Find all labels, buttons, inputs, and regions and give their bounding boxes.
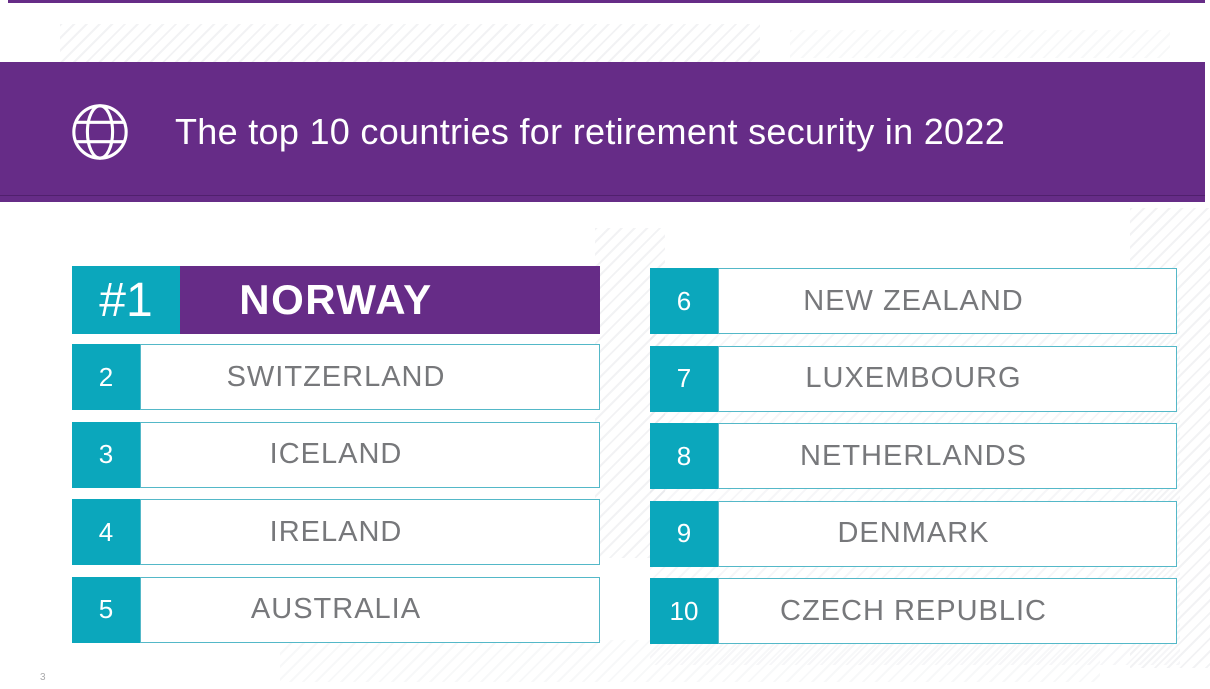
country-label: NETHERLANDS xyxy=(800,439,1027,472)
rankings-column-2: 6 NEW ZEALAND 7 LUXEMBOURG 8 NETHERLANDS… xyxy=(650,268,1177,656)
rankings-column-1: #1 NORWAY 2 SWITZERLAND 3 ICELAND 4 IREL… xyxy=(72,266,600,656)
country-label: DENMARK xyxy=(837,517,990,549)
background-hatch-texture xyxy=(60,24,760,62)
rank-badge: 4 xyxy=(72,499,140,565)
page-number: 3 xyxy=(40,672,46,683)
ranking-row-australia: 5 AUSTRALIA xyxy=(72,576,600,643)
country-box xyxy=(140,421,600,488)
country-box xyxy=(718,423,1177,489)
rankings-grid: #1 NORWAY 2 SWITZERLAND 3 ICELAND 4 IREL… xyxy=(72,266,1177,656)
country-box xyxy=(180,266,600,334)
rank-badge: 9 xyxy=(650,500,718,567)
country-label: NORWAY xyxy=(239,276,433,323)
ranking-row-norway: #1 NORWAY xyxy=(72,266,600,334)
country-box xyxy=(140,344,600,410)
country-label: CZECH REPUBLIC xyxy=(780,594,1047,627)
rank-badge: 7 xyxy=(650,345,718,412)
rank-badge: 2 xyxy=(72,344,140,410)
ranking-row-denmark: 9 DENMARK xyxy=(650,500,1177,567)
country-box xyxy=(140,499,600,565)
country-label: IRELAND xyxy=(269,515,403,548)
title-banner: The top 10 countries for retirement secu… xyxy=(0,62,1205,202)
country-box xyxy=(718,268,1177,334)
ranking-row-czech-republic: 10 CZECH REPUBLIC xyxy=(650,578,1177,644)
country-label: AUSTRALIA xyxy=(250,593,422,625)
country-box xyxy=(140,576,600,643)
country-label: ICELAND xyxy=(269,438,403,470)
rank-badge: 10 xyxy=(650,578,718,644)
ranking-row-iceland: 3 ICELAND xyxy=(72,421,600,488)
ranking-row-switzerland: 2 SWITZERLAND xyxy=(72,344,600,410)
page-title: The top 10 countries for retirement secu… xyxy=(175,111,1006,152)
country-label: NEW ZEALAND xyxy=(803,284,1024,317)
country-box xyxy=(718,345,1177,412)
country-label: SWITZERLAND xyxy=(226,360,446,393)
rank-badge: 6 xyxy=(650,268,718,334)
ranking-row-luxembourg: 7 LUXEMBOURG xyxy=(650,345,1177,412)
background-hatch-texture xyxy=(790,30,1170,58)
ranking-row-netherlands: 8 NETHERLANDS xyxy=(650,423,1177,489)
country-box xyxy=(718,500,1177,567)
ranking-row-ireland: 4 IRELAND xyxy=(72,499,600,565)
top-accent-line xyxy=(8,0,1205,3)
rank-badge: #1 xyxy=(72,266,180,334)
country-box xyxy=(718,578,1177,644)
background-hatch-texture xyxy=(280,640,1100,682)
globe-icon xyxy=(72,104,128,160)
ranking-row-new-zealand: 6 NEW ZEALAND xyxy=(650,268,1177,334)
rank-badge: 3 xyxy=(72,421,140,488)
rank-badge: 8 xyxy=(650,423,718,489)
country-label: LUXEMBOURG xyxy=(805,362,1022,394)
rank-badge: 5 xyxy=(72,576,140,643)
